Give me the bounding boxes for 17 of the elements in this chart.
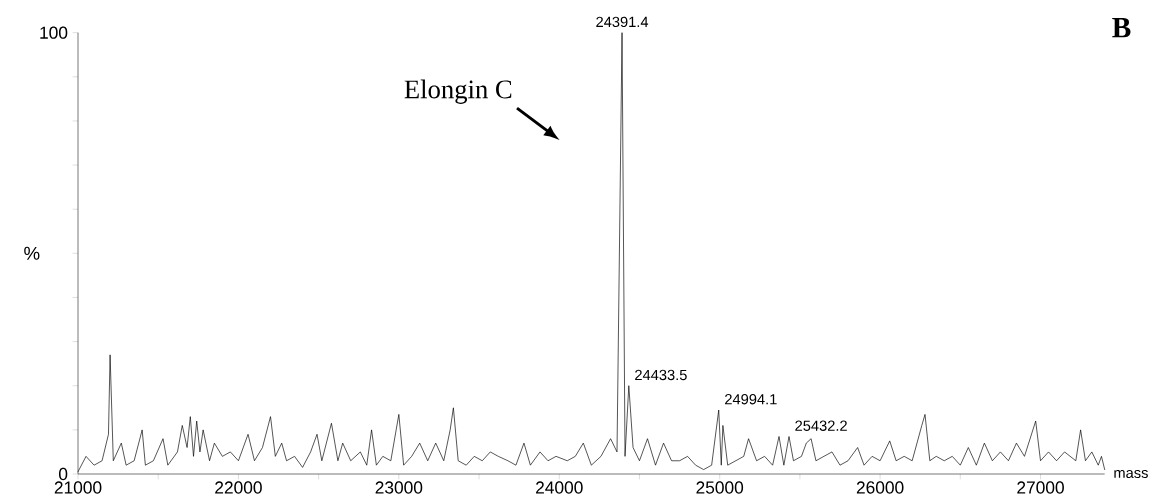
x-tick-label: 21000 [54, 481, 102, 494]
annotation: Elongin C [404, 79, 512, 104]
annotation: 24994.1 [725, 394, 777, 405]
y-tick-label: 0 [58, 467, 68, 481]
x-tick-label: 22000 [215, 481, 262, 494]
x-tick-label: 24000 [536, 481, 583, 494]
x-tick-label: 26000 [856, 481, 904, 494]
annotation: 24391.4 [596, 16, 649, 28]
x-tick-label: 25000 [696, 481, 744, 494]
x-axis-title: mass [1114, 469, 1148, 479]
annotation: 24433.5 [635, 369, 687, 381]
y-tick-label: 100 [40, 26, 68, 39]
x-tick-label: 23000 [375, 481, 423, 494]
text: B [1112, 18, 1131, 38]
x-tick-label: 27000 [1017, 481, 1064, 494]
y-axis-title: % [24, 246, 40, 260]
annotation: 25432.2 [795, 420, 847, 431]
